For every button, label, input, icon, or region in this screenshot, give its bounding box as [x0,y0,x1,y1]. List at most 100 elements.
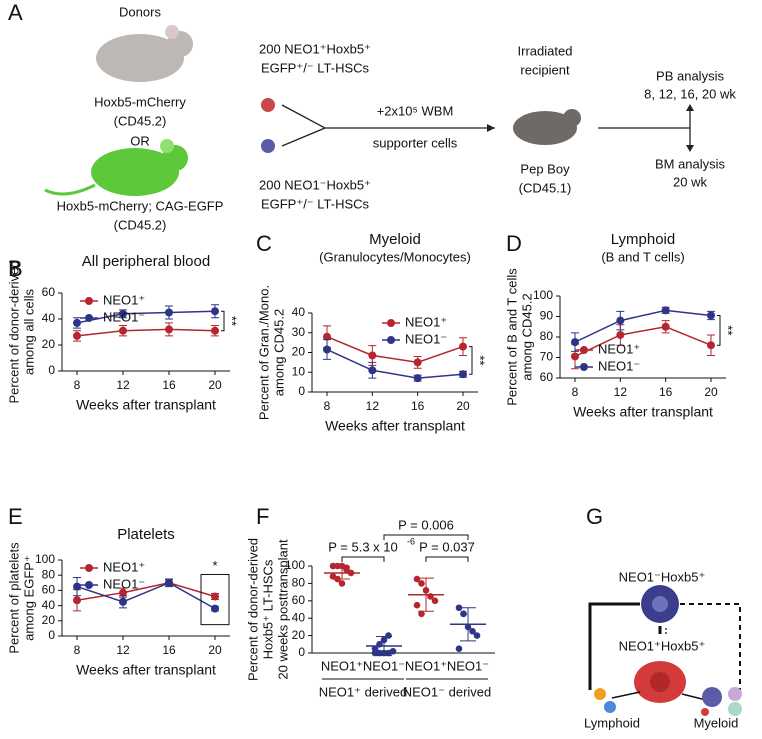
y-tick-label: 80 [42,567,56,581]
data-point [616,330,625,339]
data-point [571,352,579,361]
y-tick-label: 60 [292,593,306,607]
data-point [413,358,422,367]
data-point [165,325,173,334]
x-tick-label: NEO1⁺ [321,658,363,673]
data-point [338,580,346,587]
p-value-exponent: -6 [407,536,415,546]
data-point [73,596,81,605]
legend-label: NEO1⁻ [405,331,447,346]
chart-title: (Granulocytes/Monocytes) [319,249,471,264]
highlight-box [200,573,230,626]
x-axis-label: Weeks after transplant [76,397,216,413]
data-point [455,645,463,652]
group-label: NEO1⁻ derived [403,684,492,699]
x-tick-label: 8 [572,385,579,399]
diagram-text: Lymphoid [584,715,640,730]
data-point [661,306,670,315]
y-tick-label: 10 [292,364,306,378]
data-point [418,610,425,618]
data-point [73,318,81,327]
y-axis-label: Percent of donor-derived [245,538,260,681]
data-point [119,597,127,606]
y-tick-label: 70 [540,350,554,364]
x-tick-label: 20 [704,385,718,399]
data-point [211,604,219,613]
chart-title: (B and T cells) [601,249,684,264]
x-axis-label: Weeks after transplant [573,404,713,420]
y-axis-label: among EGFP⁺ [21,555,36,641]
data-point [460,610,467,618]
y-tick-label: 80 [540,329,554,343]
diagram-text: PB analysis [656,68,724,83]
significance: ** [225,316,240,326]
panel-label: F [256,504,269,529]
y-axis-label: Percent of Gran./Mono. [256,285,271,420]
x-tick-label: 8 [74,378,81,392]
data-point [119,309,127,318]
data-point [661,322,670,331]
y-tick-label: 40 [292,305,306,319]
diagram-text: Hoxb5-mCherry; CAG-EGFP [57,198,224,213]
y-tick-label: 80 [292,576,306,590]
diagram-a-shapes [44,25,694,196]
legend-label: NEO1⁻ [103,309,145,324]
p-bracket [341,556,385,562]
diagram-text: (CD45.2) [114,113,167,128]
diagram-text: EGFP⁺/⁻ LT-HSCs [261,196,370,211]
significance-bracket [717,314,721,346]
data-point [323,332,331,341]
sd-bar [460,607,476,642]
series-line [76,581,216,610]
x-axis-label: Weeks after transplant [76,662,216,678]
legend-marker [580,363,588,371]
y-tick-label: 20 [292,345,306,359]
significance-bracket [469,346,473,375]
legend-label: NEO1⁺ [598,341,640,356]
significance: ** [721,325,736,335]
diagram-text: 8, 12, 16, 20 wk [644,86,736,101]
y-tick-label: 20 [292,628,306,642]
data-point [368,351,377,360]
data-point [211,307,219,316]
data-point [165,308,173,317]
x-axis-label: Weeks after transplant [325,418,465,434]
legend-marker [580,346,588,354]
data-point [211,592,219,601]
chart-title: All peripheral blood [82,253,210,270]
y-tick-label: 40 [42,311,56,325]
x-tick-label: 8 [74,643,81,657]
data-point [413,374,422,383]
diagram-text: (CD45.2) [114,217,167,232]
diagram-text: 200 NEO1⁺Hoxb5⁺ [259,41,371,56]
p-bracket [425,556,469,562]
sd-bar [418,577,434,612]
diagram-text: Myeloid [694,715,739,730]
legend-marker [387,319,395,327]
data-point [459,370,467,379]
diagram-text: 200 NEO1⁻Hoxb5⁺ [259,177,371,192]
legend-label: NEO1⁺ [103,292,145,307]
y-tick-label: 100 [533,288,553,302]
legend-label: NEO1⁺ [405,314,447,329]
y-axis-label: 20 weeks posttransplant [275,539,290,680]
y-tick-label: 40 [292,610,306,624]
p-bracket [383,534,469,540]
x-tick-label: 12 [614,385,628,399]
y-tick-label: 0 [298,645,305,659]
diagram-text: NEO1⁻Hoxb5⁺ [619,569,706,584]
chart-title: Myeloid [369,231,421,248]
y-axis-label: among all cells [21,289,36,375]
y-tick-label: 30 [292,325,306,339]
diagram-text: BM analysis [655,156,726,171]
data-point [211,326,219,335]
y-axis-label: Percent of B and T cells [504,268,519,406]
y-tick-label: 20 [42,337,56,351]
data-point [473,632,481,639]
significance: ** [473,355,488,365]
diagram-text: (CD45.1) [519,180,572,195]
data-point [323,345,331,354]
x-tick-label: 8 [324,399,331,413]
significance-bracket [221,310,225,332]
data-point [368,366,377,375]
